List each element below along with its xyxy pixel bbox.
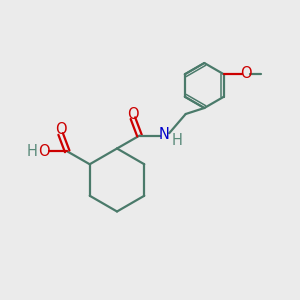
Text: O: O bbox=[241, 66, 252, 81]
Text: O: O bbox=[55, 122, 66, 137]
Text: H: H bbox=[27, 144, 38, 159]
Text: O: O bbox=[38, 144, 49, 159]
Text: H: H bbox=[171, 133, 182, 148]
Text: O: O bbox=[127, 106, 139, 122]
Text: N: N bbox=[159, 127, 170, 142]
